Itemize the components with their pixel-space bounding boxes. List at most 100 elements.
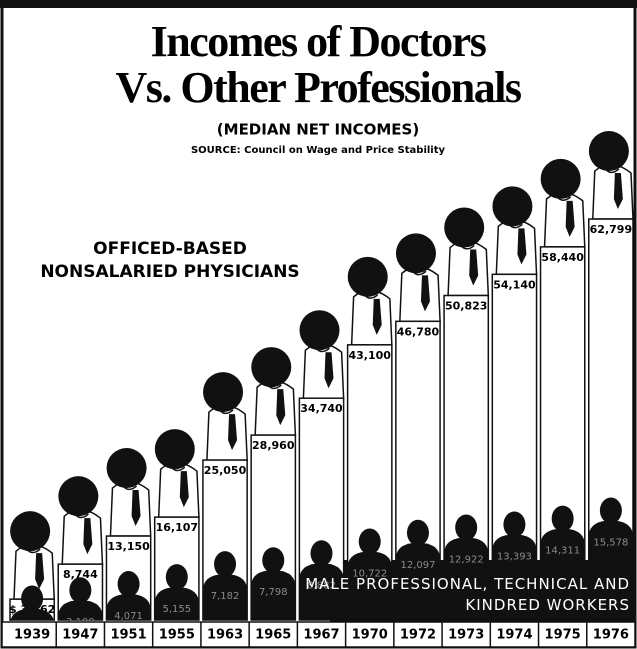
value-label: 34,740 bbox=[300, 402, 343, 415]
x-tick-label: 1939 bbox=[14, 628, 50, 643]
source: SOURCE: Council on Wage and Price Stabil… bbox=[191, 145, 446, 156]
value-label: 62,799 bbox=[590, 223, 632, 236]
doctor-tie bbox=[324, 352, 334, 389]
value-label: 8,744 bbox=[63, 568, 98, 581]
worker-silhouette bbox=[492, 534, 537, 620]
worker-silhouette bbox=[154, 587, 199, 620]
worker-head bbox=[599, 497, 622, 524]
value-label: 25,050 bbox=[204, 464, 247, 477]
doctor-tie bbox=[372, 298, 382, 335]
subtitle: (MEDIAN NET INCOMES) bbox=[217, 121, 419, 139]
doctor-tie bbox=[565, 200, 575, 237]
value-label: 54,140 bbox=[493, 278, 536, 291]
worker-head bbox=[503, 511, 526, 538]
doctor-head bbox=[347, 256, 388, 297]
x-tick-label: 1955 bbox=[159, 628, 195, 643]
doctor-tie bbox=[131, 490, 141, 527]
x-tick-label: 1973 bbox=[448, 628, 484, 643]
x-tick-label: 1947 bbox=[62, 628, 98, 643]
x-tick-label: 1974 bbox=[496, 628, 532, 643]
worker-silhouette bbox=[444, 537, 489, 620]
value-label: 58,440 bbox=[541, 251, 584, 264]
value-label: 28,960 bbox=[252, 439, 295, 452]
x-tick-label: 1976 bbox=[593, 628, 629, 643]
value-label: 7,798 bbox=[259, 587, 288, 598]
worker-head bbox=[69, 577, 92, 604]
worker-head bbox=[262, 547, 285, 574]
doctor-tie bbox=[420, 275, 430, 312]
doctor-tie bbox=[228, 414, 238, 451]
doctor-head bbox=[588, 131, 629, 172]
doctor-head bbox=[540, 158, 581, 199]
doctor-face bbox=[21, 538, 41, 554]
x-tick-label: 1972 bbox=[400, 628, 436, 643]
doctor-face bbox=[214, 399, 234, 415]
value-label: 10,722 bbox=[352, 569, 387, 580]
doctor-tie bbox=[613, 173, 623, 210]
x-tick-label: 1963 bbox=[207, 628, 243, 643]
doctor-tie bbox=[35, 553, 45, 590]
doctor-head bbox=[58, 476, 99, 517]
doctor-face bbox=[455, 235, 475, 250]
doctor-head bbox=[106, 448, 147, 489]
doctor-tie bbox=[517, 228, 527, 265]
x-tick-label: 1965 bbox=[255, 628, 291, 643]
value-label: 46,780 bbox=[397, 325, 440, 338]
doctor-face bbox=[503, 214, 523, 229]
worker-silhouette bbox=[540, 528, 585, 620]
worker-head bbox=[455, 514, 478, 541]
doctor-tie bbox=[469, 249, 479, 286]
doctor-face bbox=[551, 186, 572, 201]
worker-silhouette bbox=[58, 600, 103, 620]
value-label: 4,071 bbox=[114, 611, 143, 622]
doctor-head bbox=[251, 347, 292, 388]
chart-title: Incomes of Doctors bbox=[151, 17, 487, 66]
worker-head bbox=[551, 505, 574, 532]
worker-head bbox=[165, 564, 188, 591]
x-tick-label: 1967 bbox=[303, 628, 339, 643]
doctor-face bbox=[166, 456, 186, 472]
worker-head bbox=[214, 551, 237, 578]
value-label: 8,882 bbox=[307, 580, 336, 591]
worker-head bbox=[21, 585, 44, 612]
chart-title: Vs. Other Professionals bbox=[115, 63, 521, 112]
doctor-face bbox=[69, 503, 89, 519]
value-label: 16,107 bbox=[156, 521, 198, 534]
doctor-head bbox=[299, 310, 340, 351]
doctor-head bbox=[395, 233, 436, 274]
worker-silhouette bbox=[299, 563, 344, 620]
worker-silhouette bbox=[251, 570, 296, 620]
value-label: 14,311 bbox=[545, 546, 580, 557]
worker-head bbox=[310, 540, 333, 567]
worker-silhouette bbox=[395, 542, 441, 620]
doctor-head bbox=[154, 429, 195, 470]
doctor-tie bbox=[276, 389, 286, 426]
value-label: 43,100 bbox=[349, 349, 392, 362]
doctor-face bbox=[407, 261, 427, 276]
doctor-head bbox=[10, 511, 51, 552]
worker-silhouette bbox=[588, 520, 633, 620]
doctor-face bbox=[600, 158, 620, 174]
doctor-head bbox=[444, 207, 485, 248]
value-label: 12,097 bbox=[400, 560, 435, 571]
worker-silhouette bbox=[106, 594, 151, 620]
value-label: 15,578 bbox=[593, 538, 628, 549]
series-label: MALE PROFESSIONAL, TECHNICAL AND KINDRED… bbox=[305, 575, 630, 614]
worker-head bbox=[117, 571, 140, 598]
worker-head bbox=[406, 519, 429, 546]
doctor-face bbox=[310, 337, 330, 353]
x-tick-label: 1970 bbox=[352, 628, 388, 643]
value-label: 13,150 bbox=[107, 540, 150, 553]
x-tick-label: 1975 bbox=[545, 628, 581, 643]
doctor-head bbox=[203, 372, 244, 413]
doctor-tie bbox=[83, 518, 93, 555]
worker-silhouette bbox=[202, 574, 248, 620]
doctor-face bbox=[262, 374, 282, 390]
doctor-face bbox=[359, 284, 379, 299]
x-axis-strip bbox=[1, 621, 636, 648]
x-tick-label: 1951 bbox=[110, 628, 146, 643]
worker-silhouette bbox=[347, 551, 392, 620]
series-label: OFFICED-BASED NONSALARIED PHYSICIANS bbox=[40, 239, 300, 282]
